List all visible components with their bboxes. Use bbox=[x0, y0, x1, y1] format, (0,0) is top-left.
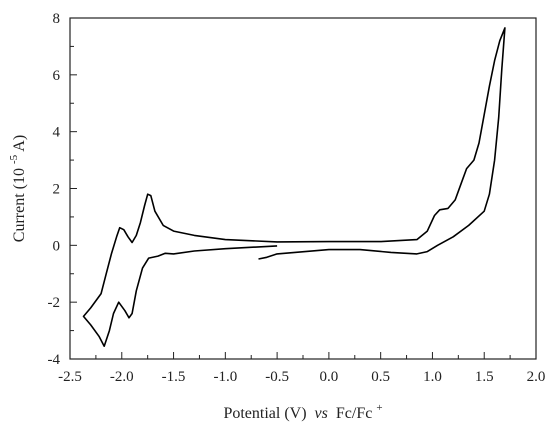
x-tick-label: 0.0 bbox=[320, 369, 339, 385]
x-tick-label: -2.0 bbox=[110, 369, 134, 385]
series-line-cv bbox=[82, 27, 506, 347]
plot-frame bbox=[69, 17, 537, 360]
y-axis-label-sup: -5 bbox=[8, 154, 20, 164]
x-tick-label: 2.0 bbox=[527, 369, 546, 385]
y-tick-label: 6 bbox=[53, 68, 61, 84]
x-tick-label: -1.5 bbox=[162, 369, 186, 385]
y-tick-label: 0 bbox=[53, 238, 61, 254]
y-tick-label: 4 bbox=[53, 125, 61, 141]
y-axis-label-pre: Current (10 bbox=[11, 168, 28, 242]
y-axis-label-post: A) bbox=[11, 135, 28, 152]
axis-tick-labels: -2.5 -2.0 -1.5 -1.0 -0.5 0.0 0.5 1.0 1.5 2.0 -4 -2 0… bbox=[48, 11, 546, 385]
x-tick-label: -1.0 bbox=[213, 369, 237, 385]
x-axis-label: Potential (V) vs Fc/Fc + bbox=[223, 402, 382, 422]
y-tick-label: 2 bbox=[53, 182, 61, 198]
x-tick-label: 1.5 bbox=[475, 369, 494, 385]
x-tick-label: 0.5 bbox=[371, 369, 390, 385]
x-axis-label-sup: + bbox=[376, 402, 382, 414]
y-tick-label: 8 bbox=[53, 11, 61, 27]
x-axis-label-vs: vs bbox=[315, 405, 328, 422]
x-tick-label: -2.5 bbox=[58, 369, 82, 385]
x-axis-label-ref: Fc/Fc bbox=[336, 405, 372, 422]
y-tick-label: -4 bbox=[48, 352, 61, 368]
x-tick-label: 1.0 bbox=[423, 369, 442, 385]
axis-ticks bbox=[69, 17, 537, 360]
x-tick-label: -0.5 bbox=[265, 369, 289, 385]
x-axis-label-main: Potential (V) bbox=[223, 405, 306, 422]
y-axis-label: Current (10 -5 A) bbox=[4, 135, 28, 242]
y-tick-label: -2 bbox=[48, 295, 61, 311]
